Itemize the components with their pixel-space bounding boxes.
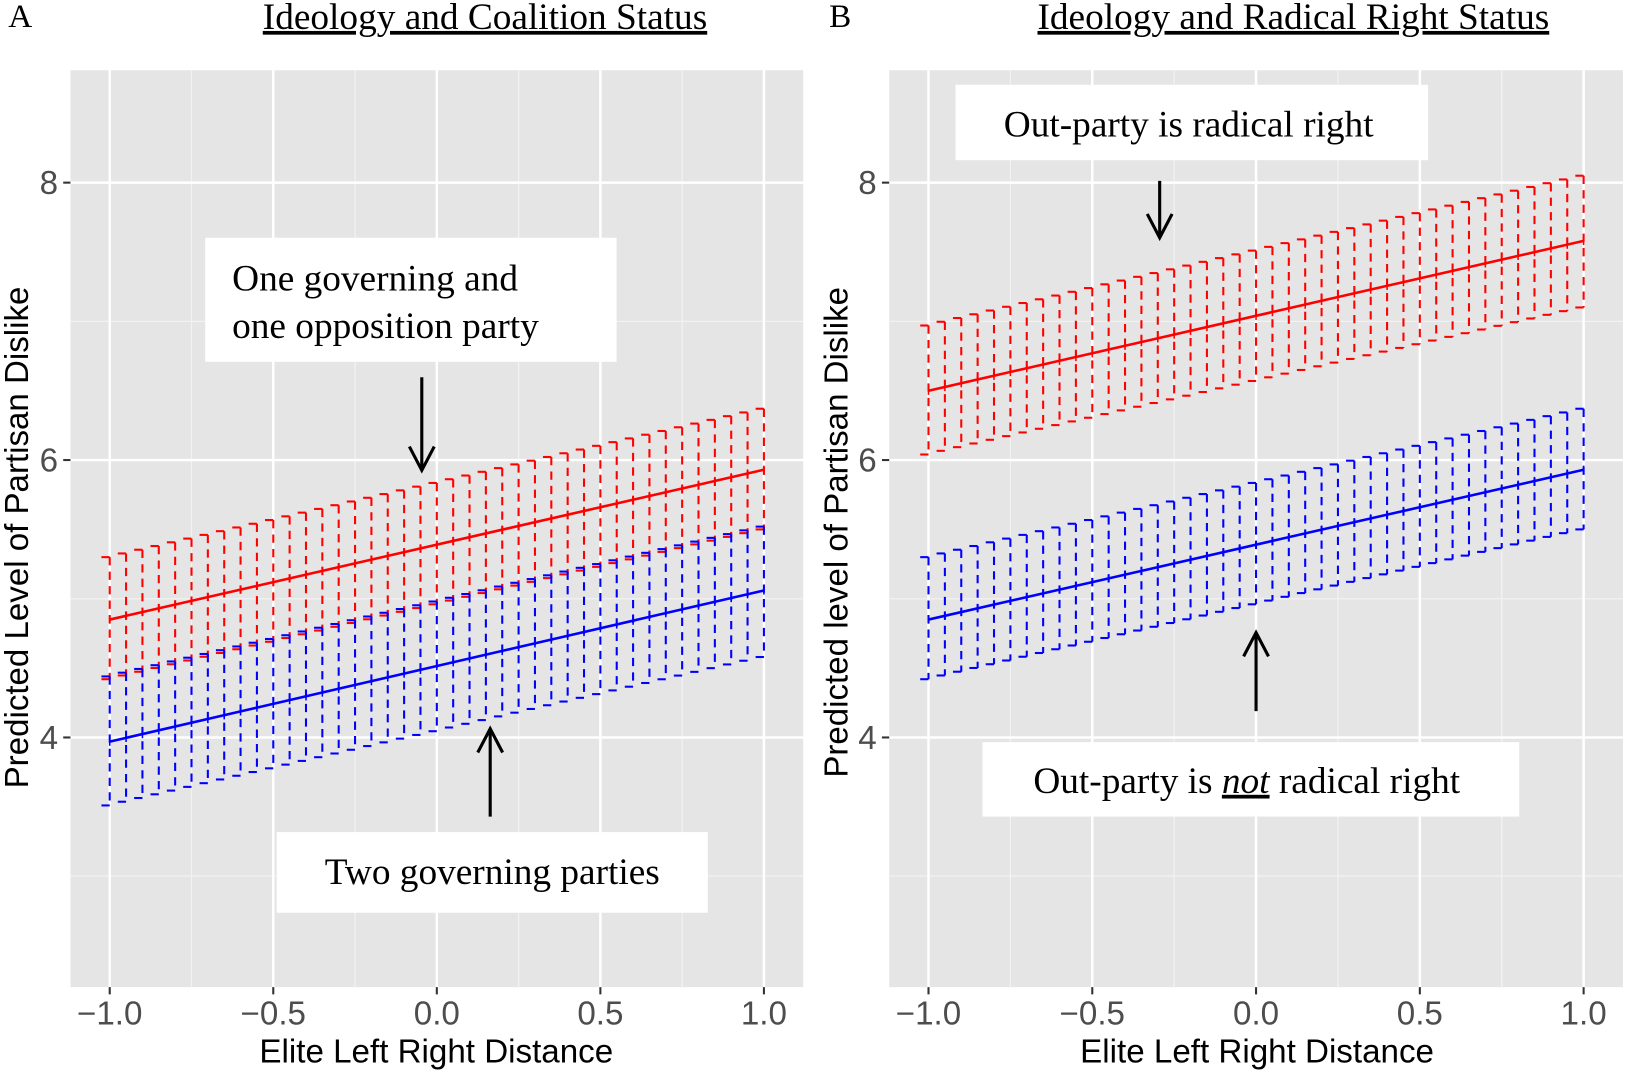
arrow-down-icon <box>1145 180 1174 242</box>
series <box>101 407 765 681</box>
y-tick-label: 8 <box>40 165 58 202</box>
annotation-box <box>205 237 617 362</box>
annotation-box <box>982 742 1520 817</box>
panel-label: B <box>829 0 851 35</box>
x-tick-label: −0.5 <box>241 995 306 1032</box>
fit-line <box>109 589 765 743</box>
fit-line <box>109 468 765 621</box>
y-tick-label: 6 <box>858 442 876 479</box>
y-axis-label: Predicted level of Partisan Dislike <box>819 287 856 778</box>
annotation-text: radical right <box>1270 761 1461 802</box>
arrow-up-icon <box>1242 629 1270 712</box>
x-tick-label: 1.0 <box>1561 995 1607 1032</box>
annotation-line: Out-party is not radical right <box>1033 761 1460 802</box>
x-tick-label: −0.5 <box>1060 995 1125 1032</box>
annotation-text: Out-party is <box>1033 761 1222 802</box>
annotation-emphasis: not <box>1222 761 1271 802</box>
y-axis-label: Predicted Level of Partisan Dislike <box>0 287 36 789</box>
x-tick-label: 1.0 <box>741 995 787 1032</box>
series <box>920 407 1585 681</box>
annotation-line: one opposition party <box>232 306 539 347</box>
annotation-line: Out-party is radical right <box>1004 104 1374 145</box>
fit-line <box>928 468 1584 621</box>
y-tick-label: 4 <box>858 720 876 757</box>
arrow-up-icon <box>476 725 505 817</box>
x-tick-label: 0.5 <box>577 995 623 1032</box>
x-tick-label: −1.0 <box>896 995 961 1032</box>
y-tick-label: 6 <box>40 442 58 479</box>
panel-label: A <box>8 0 32 35</box>
axes: −1.0 −0.5 0.0 0.5 1.0 4 6 8 <box>858 165 1606 1032</box>
series <box>101 525 765 807</box>
annotation-line: One governing and <box>232 258 518 299</box>
x-tick-label: 0.5 <box>1397 995 1443 1032</box>
panel-title: Ideology and Coalition Status <box>263 0 707 38</box>
x-tick-label: 0.0 <box>414 995 460 1032</box>
axes: −1.0 −0.5 0.0 0.5 1.0 4 6 8 <box>40 165 787 1032</box>
x-axis-label: Elite Left Right Distance <box>259 1034 613 1071</box>
arrow-down-icon <box>407 377 436 474</box>
annotation-box <box>276 832 708 913</box>
series-marks <box>920 174 1585 681</box>
fit-line <box>928 239 1584 392</box>
panel-title: Ideology and Radical Right Status <box>1037 0 1549 38</box>
panel-b: B Ideology and Radical Right Status −1.0… <box>819 0 1623 1071</box>
x-tick-label: 0.0 <box>1233 995 1279 1032</box>
series <box>920 174 1585 456</box>
y-tick-label: 4 <box>40 720 58 757</box>
panel-a: A Ideology and Coalition Status −1.0 −0.5… <box>0 0 804 1071</box>
x-tick-label: −1.0 <box>77 995 142 1032</box>
annotation-box <box>955 84 1429 161</box>
x-axis-label: Elite Left Right Distance <box>1080 1034 1434 1071</box>
y-tick-label: 8 <box>858 165 876 202</box>
series-marks <box>101 407 765 807</box>
annotation-line: Two governing parties <box>325 852 660 893</box>
